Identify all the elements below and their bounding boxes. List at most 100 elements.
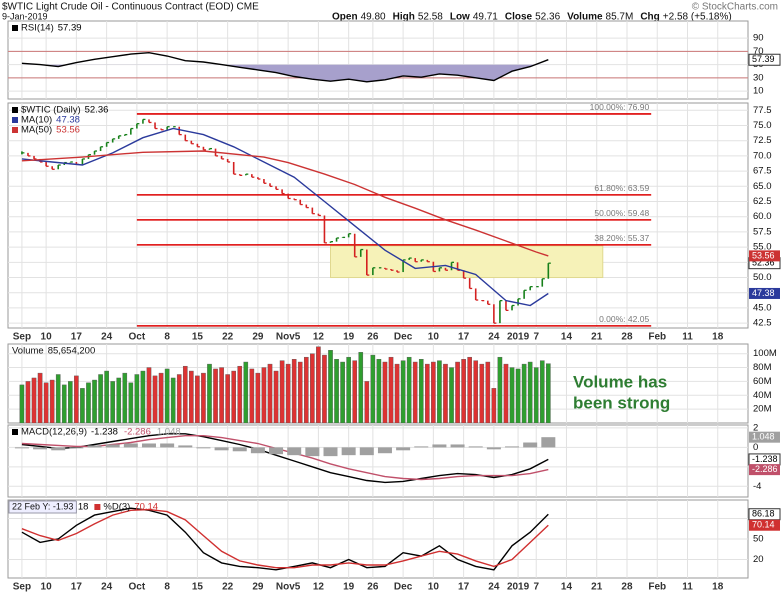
x-tick-label: Oct: [129, 582, 146, 593]
x-tick-label: 26: [367, 582, 379, 593]
x-tick-label: 8: [164, 332, 170, 343]
bar: [497, 356, 503, 423]
price-bar: [353, 233, 358, 258]
bar: [316, 346, 321, 423]
bar: [201, 372, 206, 423]
x-tick-label: 26: [367, 332, 379, 343]
bar: [388, 356, 394, 423]
x-tick-label: 14: [561, 332, 573, 343]
x-tick-label: 24: [488, 582, 500, 593]
value-box: [749, 250, 780, 262]
bar: [486, 447, 501, 450]
x-tick-label: 22: [222, 332, 234, 343]
bar: [140, 370, 146, 423]
bar: [14, 447, 29, 449]
chart-title: $WTIC Light Crude Oil - Continuous Contr…: [2, 2, 259, 13]
price-bar: [184, 134, 188, 142]
y-tick-label: 100M: [753, 348, 777, 359]
series-line: [21, 508, 549, 569]
price-bar: [329, 240, 334, 243]
bar: [49, 379, 55, 423]
legend-swatch: [12, 117, 18, 123]
bar: [450, 444, 465, 448]
price-bar: [311, 207, 315, 215]
bar: [412, 361, 418, 423]
y-tick-label: 20M: [753, 404, 772, 415]
x-tick-label: 12: [313, 582, 325, 593]
legend-value: 52.36: [85, 105, 109, 116]
fib-label: 100.00%: 76.90: [590, 102, 650, 112]
quote-label: Close: [505, 12, 533, 23]
bar: [86, 382, 91, 423]
panel: [7, 20, 749, 100]
y-tick-label: 45.0: [753, 302, 772, 313]
bar: [328, 350, 333, 423]
price-bar: [541, 278, 545, 287]
price-bar: [263, 179, 267, 184]
x-tick-label: Sep: [13, 582, 31, 593]
price-bar: [21, 151, 25, 155]
legend-swatch: [12, 107, 18, 113]
value-box-label: -2.286: [752, 464, 778, 474]
x-tick-label: 14: [561, 582, 573, 593]
bar: [396, 447, 411, 451]
legend-label: MA(10): [21, 115, 52, 126]
y-tick-label: 20: [753, 554, 764, 565]
value-box: [748, 53, 781, 66]
bar: [491, 388, 497, 423]
source: © StockCharts.com: [692, 2, 778, 13]
value-box: [749, 431, 780, 443]
legend-swatch: [12, 429, 18, 435]
price-bar: [438, 267, 442, 272]
y-tick-label: 77.5: [753, 105, 772, 116]
x-tick-label: Oct: [129, 332, 146, 343]
legend-label: %D(3): [103, 502, 130, 513]
price-bar: [190, 140, 194, 145]
bar: [37, 372, 43, 423]
price-bar: [154, 122, 158, 130]
price-bar: [359, 248, 364, 257]
price-bar: [408, 257, 412, 260]
value-box-label: 70.14: [752, 520, 775, 530]
series-line: [21, 51, 549, 83]
bar: [87, 445, 102, 448]
x-tick-label: Nov5: [276, 332, 301, 343]
price-bar: [136, 123, 140, 129]
x-tick-label: 2019: [507, 582, 530, 593]
quote-label: Chg: [640, 12, 659, 23]
x-tick-label: 19: [343, 332, 355, 343]
bar: [291, 359, 297, 423]
legend-value: 53.56: [56, 125, 80, 136]
quote-value: 85.7M: [606, 12, 634, 23]
series-line: [21, 433, 549, 484]
price-bar: [493, 304, 497, 324]
bar: [322, 354, 327, 423]
quote-value: 49.71: [473, 12, 498, 23]
x-tick-label: Dec: [394, 582, 413, 593]
x-tick-label: 10: [41, 582, 53, 593]
y-tick-label: 62.5: [753, 196, 772, 207]
bar: [261, 367, 267, 423]
price-bar: [293, 198, 297, 201]
price-bar: [420, 259, 424, 262]
bar: [250, 447, 265, 454]
price-bar: [220, 155, 225, 160]
bar: [527, 361, 533, 423]
legend-value: 47.38: [56, 115, 80, 126]
price-bar: [529, 285, 533, 291]
x-tick-label: 21: [591, 332, 603, 343]
legend-value: 70.14: [134, 502, 158, 513]
bar: [406, 356, 412, 423]
quote-label: High: [393, 12, 415, 23]
x-tick-label: Nov5: [276, 582, 301, 593]
bar: [110, 381, 115, 423]
x-tick-label: Feb: [648, 332, 666, 343]
y-tick-label: 10: [753, 86, 764, 97]
x-tick-label: 29: [252, 332, 264, 343]
bar: [152, 375, 158, 423]
panel: [7, 424, 749, 498]
bar: [273, 370, 279, 423]
bar: [164, 368, 170, 423]
price-bar: [317, 213, 321, 217]
price-bar: [390, 269, 394, 271]
